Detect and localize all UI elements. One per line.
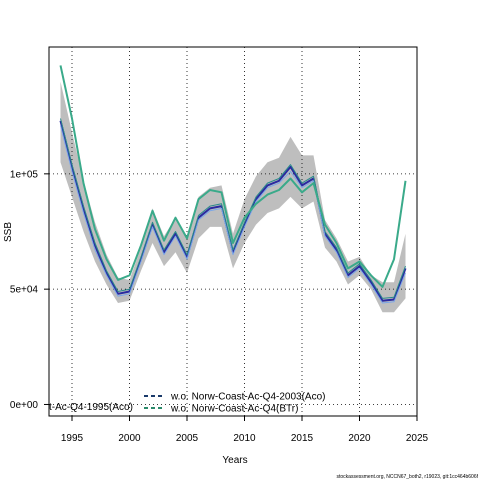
y-tick-label: 5e+04	[10, 285, 39, 296]
confidence-band-layer	[60, 81, 406, 313]
confidence-band	[60, 81, 406, 313]
legend: t-Ac-Q4-1995(Aco) w.o. Norw-Coast-Ac-Q4-2…	[49, 392, 326, 415]
x-tick-label: 2025	[406, 433, 429, 444]
x-tick-label: 2000	[118, 433, 141, 444]
x-tick-label: 2010	[233, 433, 256, 444]
x-axis: 1995 2000 2005 2010 2015 2020 2025	[61, 416, 429, 444]
x-tick-label: 2005	[176, 433, 199, 444]
y-axis-title: SSB	[3, 222, 14, 242]
x-axis-title: Years	[222, 455, 247, 466]
x-tick-label: 2020	[348, 433, 371, 444]
legend-label-0: t-Ac-Q4-1995(Aco)	[49, 402, 133, 413]
y-axis: 0e+00 5e+04 1e+05	[10, 169, 49, 411]
series-line-0	[59, 120, 407, 302]
legend-label-1: w.o. Norw-Coast-Ac-Q4-2003(Aco)	[170, 392, 326, 403]
series-line-2	[60, 118, 406, 299]
legend-label-2: w.o. Norw-Coast-Ac-Q4(BTr)	[170, 404, 298, 415]
x-tick-label: 2015	[291, 433, 314, 444]
y-tick-label: 1e+05	[10, 169, 39, 180]
series-line-1	[60, 125, 406, 304]
plot-frame	[48, 46, 418, 417]
y-tick-label: 0e+00	[10, 400, 39, 411]
footer-credit: stockassessment.org, NCCN67_both2, r1902…	[337, 474, 479, 480]
x-tick-label: 1995	[61, 433, 84, 444]
series-layer	[59, 65, 407, 304]
series-line-3	[59, 65, 407, 288]
